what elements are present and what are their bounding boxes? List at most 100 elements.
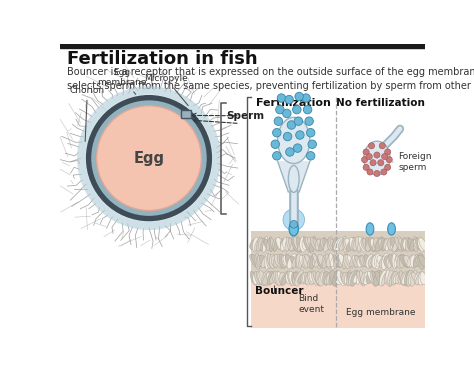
Ellipse shape bbox=[374, 270, 381, 286]
Ellipse shape bbox=[250, 255, 258, 268]
Ellipse shape bbox=[402, 272, 410, 285]
Ellipse shape bbox=[319, 270, 326, 286]
Text: Egg
membrane: Egg membrane bbox=[97, 68, 147, 94]
Circle shape bbox=[307, 152, 315, 160]
Ellipse shape bbox=[364, 272, 372, 285]
Circle shape bbox=[366, 153, 372, 160]
Ellipse shape bbox=[299, 255, 304, 267]
Ellipse shape bbox=[351, 270, 358, 286]
Circle shape bbox=[295, 92, 303, 101]
Circle shape bbox=[91, 100, 207, 216]
Ellipse shape bbox=[287, 271, 292, 286]
Ellipse shape bbox=[326, 255, 334, 267]
Ellipse shape bbox=[289, 271, 295, 285]
Ellipse shape bbox=[311, 271, 318, 286]
Ellipse shape bbox=[278, 117, 310, 163]
Ellipse shape bbox=[410, 255, 417, 268]
Ellipse shape bbox=[375, 271, 383, 286]
Circle shape bbox=[86, 95, 212, 221]
Ellipse shape bbox=[297, 237, 305, 252]
Ellipse shape bbox=[327, 272, 333, 285]
Ellipse shape bbox=[255, 238, 261, 251]
Ellipse shape bbox=[272, 239, 277, 250]
Ellipse shape bbox=[361, 238, 367, 250]
Ellipse shape bbox=[398, 239, 402, 250]
Circle shape bbox=[296, 131, 304, 139]
Ellipse shape bbox=[299, 255, 307, 267]
Ellipse shape bbox=[321, 254, 327, 268]
Ellipse shape bbox=[310, 237, 319, 251]
Ellipse shape bbox=[282, 256, 286, 267]
Circle shape bbox=[363, 149, 369, 155]
Text: Micropyle: Micropyle bbox=[144, 74, 188, 106]
Circle shape bbox=[367, 169, 373, 175]
Ellipse shape bbox=[413, 256, 421, 267]
Ellipse shape bbox=[274, 271, 279, 286]
Text: Foreign
sperm: Foreign sperm bbox=[393, 152, 432, 172]
Ellipse shape bbox=[393, 273, 400, 283]
Ellipse shape bbox=[267, 254, 274, 269]
Ellipse shape bbox=[267, 271, 274, 285]
Ellipse shape bbox=[388, 238, 394, 250]
Ellipse shape bbox=[285, 254, 291, 269]
Circle shape bbox=[273, 152, 281, 160]
Ellipse shape bbox=[399, 238, 405, 251]
Ellipse shape bbox=[330, 239, 337, 250]
Ellipse shape bbox=[263, 236, 268, 252]
Ellipse shape bbox=[305, 272, 312, 285]
Ellipse shape bbox=[290, 238, 298, 251]
Ellipse shape bbox=[357, 255, 364, 267]
Ellipse shape bbox=[343, 254, 351, 269]
Ellipse shape bbox=[366, 273, 374, 284]
Ellipse shape bbox=[300, 237, 307, 252]
Ellipse shape bbox=[388, 270, 394, 286]
Ellipse shape bbox=[269, 254, 276, 269]
Ellipse shape bbox=[279, 272, 285, 284]
Ellipse shape bbox=[368, 237, 375, 252]
Circle shape bbox=[307, 128, 315, 137]
Ellipse shape bbox=[406, 270, 413, 287]
Ellipse shape bbox=[354, 255, 359, 267]
Ellipse shape bbox=[372, 255, 379, 268]
Ellipse shape bbox=[360, 256, 368, 267]
Ellipse shape bbox=[410, 237, 418, 251]
Ellipse shape bbox=[357, 237, 364, 252]
Ellipse shape bbox=[286, 237, 294, 252]
Ellipse shape bbox=[310, 254, 316, 269]
Ellipse shape bbox=[321, 273, 328, 284]
Ellipse shape bbox=[269, 237, 273, 252]
Circle shape bbox=[362, 156, 368, 163]
Ellipse shape bbox=[345, 272, 349, 284]
Ellipse shape bbox=[413, 254, 418, 269]
Ellipse shape bbox=[334, 273, 341, 284]
Ellipse shape bbox=[382, 253, 389, 269]
Ellipse shape bbox=[320, 239, 328, 250]
Ellipse shape bbox=[352, 255, 357, 267]
Ellipse shape bbox=[277, 271, 283, 285]
Ellipse shape bbox=[348, 271, 357, 286]
Ellipse shape bbox=[418, 253, 425, 270]
Ellipse shape bbox=[256, 272, 263, 285]
Ellipse shape bbox=[283, 237, 290, 251]
Circle shape bbox=[378, 160, 384, 166]
Circle shape bbox=[97, 106, 201, 210]
Ellipse shape bbox=[322, 255, 330, 268]
Circle shape bbox=[283, 109, 291, 118]
Ellipse shape bbox=[270, 238, 275, 251]
Ellipse shape bbox=[282, 271, 291, 286]
Ellipse shape bbox=[352, 238, 357, 251]
Ellipse shape bbox=[364, 255, 372, 268]
Circle shape bbox=[274, 117, 283, 125]
Bar bbox=[61, 44, 425, 48]
Ellipse shape bbox=[330, 270, 337, 286]
Ellipse shape bbox=[392, 237, 401, 252]
Ellipse shape bbox=[386, 270, 392, 287]
Circle shape bbox=[305, 117, 313, 125]
Text: Egg membrane: Egg membrane bbox=[346, 308, 416, 316]
Ellipse shape bbox=[302, 273, 308, 284]
Ellipse shape bbox=[395, 237, 402, 252]
Ellipse shape bbox=[256, 256, 263, 267]
Ellipse shape bbox=[370, 238, 377, 250]
Ellipse shape bbox=[330, 256, 337, 267]
Ellipse shape bbox=[337, 270, 346, 286]
